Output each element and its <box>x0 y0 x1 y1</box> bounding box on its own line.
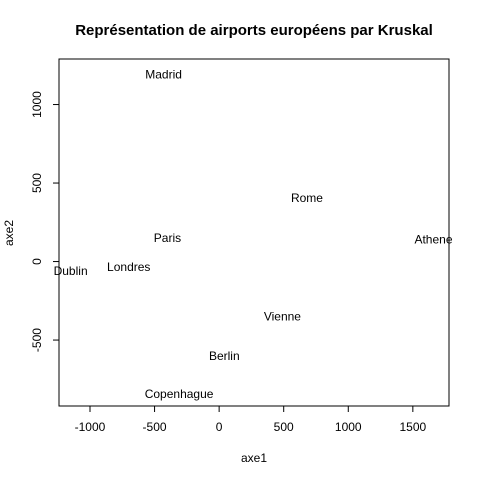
plot-area-frame <box>58 58 450 407</box>
x-tick-label: 1000 <box>335 420 362 434</box>
x-tick-label: -1000 <box>75 420 106 434</box>
point-label: Copenhague <box>145 387 214 401</box>
y-tick-label: 500 <box>30 173 44 193</box>
x-axis: -1000 -500 0 500 1000 1500 <box>75 405 427 434</box>
y-axis-label: axe2 <box>2 220 16 246</box>
point-label: Vienne <box>264 310 301 324</box>
point-label: Londres <box>107 260 150 274</box>
chart-title: Représentation de airports européens par… <box>75 22 433 39</box>
point-labels: Madrid Rome Paris Athene Dublin Londres Vienne… <box>54 68 453 402</box>
y-tick-label: 0 <box>30 258 44 265</box>
point-label: Madrid <box>145 68 182 82</box>
point-label: Athene <box>414 233 452 247</box>
y-axis: -500 0 500 1000 <box>30 91 60 352</box>
x-tick-label: 0 <box>216 420 223 434</box>
y-tick-label: -500 <box>30 328 44 352</box>
point-label: Dublin <box>54 264 88 278</box>
x-tick-label: 1500 <box>399 420 426 434</box>
y-tick-label: 1000 <box>30 91 44 118</box>
point-label: Paris <box>154 231 181 245</box>
x-tick-label: 500 <box>274 420 294 434</box>
x-axis-label: axe1 <box>241 451 267 465</box>
x-tick-label: -500 <box>143 420 167 434</box>
point-label: Berlin <box>209 349 240 363</box>
point-label: Rome <box>291 191 323 205</box>
